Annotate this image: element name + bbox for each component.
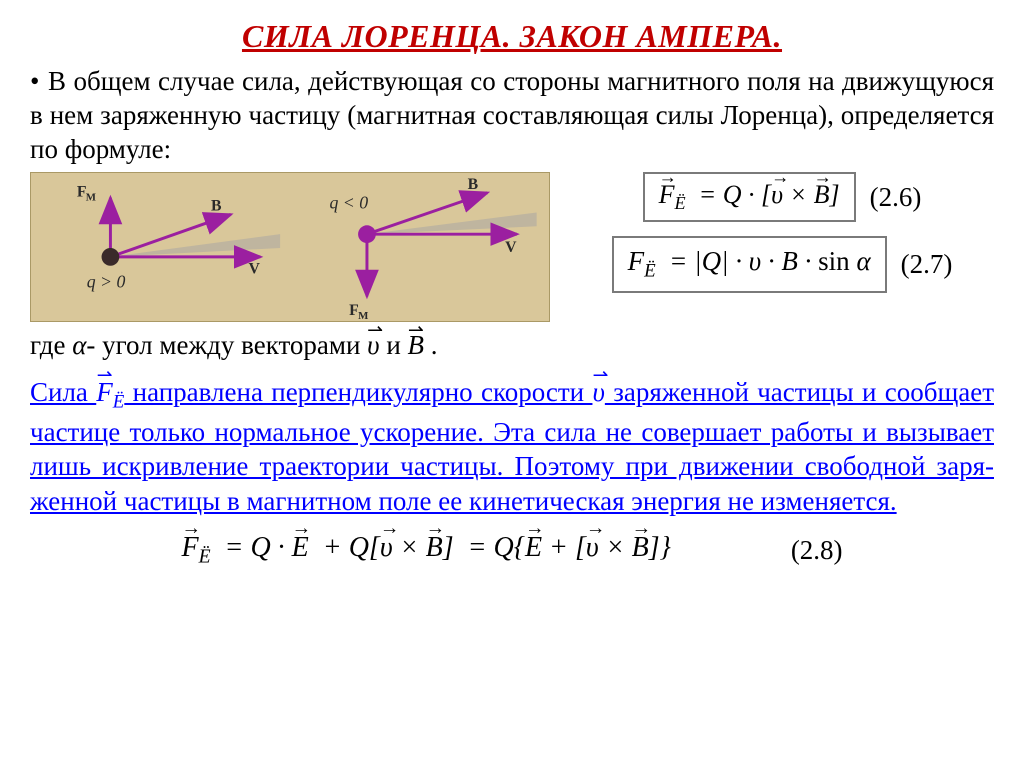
svg-text:V: V [249,261,261,278]
svg-text:M: M [86,192,96,204]
formula-2-6-row: FË = Q · [υ × B] (2.6) [643,172,922,222]
diagram-formula-row: F M B V q > 0 q < 0 B V F M FË = Q · [υ … [30,172,994,322]
formula-2-6: FË = Q · [υ × B] [643,172,856,222]
bullet: • [30,65,48,99]
page-title: СИЛА ЛОРЕНЦА. ЗАКОН АМПЕРА. [30,18,994,55]
formula-column: FË = Q · [υ × B] (2.6) FË = |Q| · υ · B … [550,172,994,293]
svg-text:q > 0: q > 0 [87,272,126,292]
svg-text:q < 0: q < 0 [329,193,368,213]
intro-text: В общем случае сила, действующая со стор… [30,66,994,164]
formula-2-7: FË = |Q| · υ · B · sin α [612,236,887,292]
formula-2-8: FË = Q · E + Q[υ × B] = Q{E + [υ × B]} [181,532,670,569]
eq-number-2-6: (2.6) [870,182,922,213]
svg-text:V: V [505,239,517,256]
vector-diagram: F M B V q > 0 q < 0 B V F M [30,172,550,322]
formula-2-7-row: FË = |Q| · υ · B · sin α (2.7) [612,236,953,292]
svg-text:B: B [211,198,222,215]
eq-number-2-7: (2.7) [901,249,953,280]
intro-paragraph: •В общем случае сила, действующая со сто… [30,65,994,166]
svg-text:B: B [468,176,479,193]
blue-paragraph: Сила FË направлена перпендикулярно скоро… [30,375,994,518]
eq-number-2-8: (2.8) [791,535,843,566]
where-line: где α- угол между векторами υ и B . [30,330,994,361]
formula-2-8-row: FË = Q · E + Q[υ × B] = Q{E + [υ × B]} (… [30,532,994,569]
